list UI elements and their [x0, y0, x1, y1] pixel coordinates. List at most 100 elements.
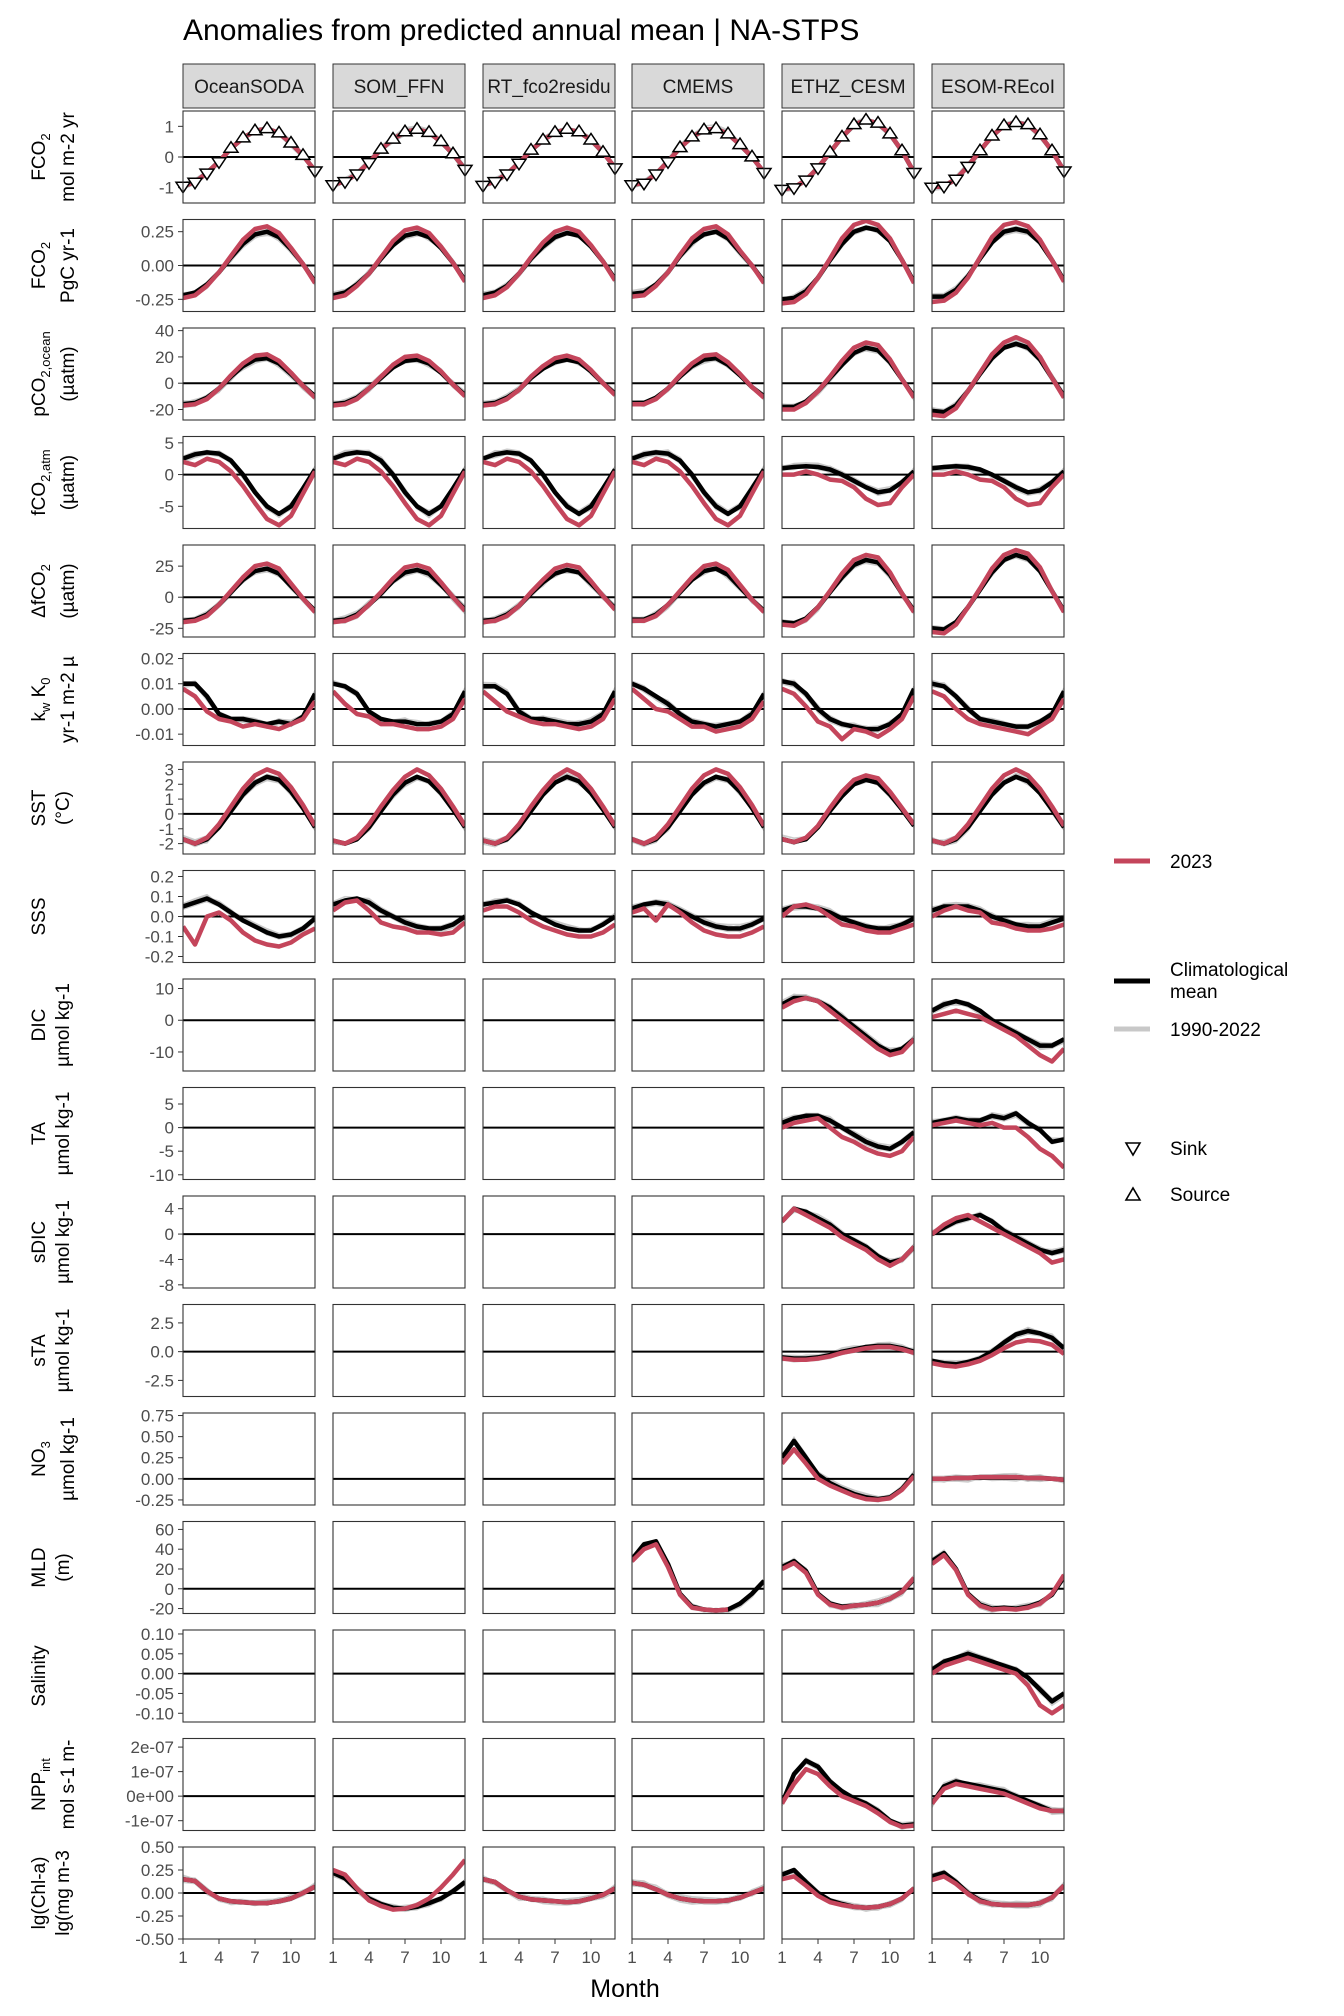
panel-bg	[483, 1087, 615, 1180]
panel-border	[182, 1195, 316, 1289]
y-axis-label-line1: Salinity	[29, 1645, 50, 1707]
panel-dfco2-2	[482, 544, 616, 638]
y-tick-label: 2e-07	[131, 1738, 174, 1757]
y-tick-label: 0	[165, 1225, 174, 1244]
line-2023	[632, 224, 764, 299]
panel-border	[631, 110, 765, 204]
y-axis-label-line2: mol m-2 yr	[58, 111, 79, 201]
panel-content	[782, 1205, 914, 1269]
climatology-line	[183, 896, 315, 939]
y-tick-label: -1	[159, 179, 174, 198]
panel-fco2_atm-0	[182, 435, 316, 530]
y-tick-label: 0.00	[141, 700, 174, 719]
y-tick-label: 1	[165, 117, 174, 136]
legend-2023-label: 2023	[1170, 852, 1212, 873]
panel-border	[482, 652, 616, 747]
panel-sta-1	[332, 1303, 466, 1398]
y-tick-label: 25	[155, 557, 174, 576]
panel-border	[631, 1086, 765, 1181]
panel-kw_k0-3	[631, 652, 765, 747]
y-tick-label: 0.00	[141, 1884, 174, 1903]
y-tick-label: -5	[159, 1142, 174, 1161]
panel-chla-5: 1 4 7 10	[927, 1846, 1065, 1967]
x-tick-label: 4	[663, 1948, 672, 1967]
panel-bg	[333, 1521, 465, 1614]
panel-bg	[333, 1087, 465, 1180]
panel-dfco2-5	[931, 544, 1065, 638]
source-marker	[282, 135, 300, 148]
row-sta: sTA µmol kg-1 -2.5 0.0 2.5	[29, 1303, 1065, 1398]
panel-border	[931, 652, 1065, 747]
y-tick-label: 0.00	[141, 1470, 174, 1489]
panel-npp-1	[332, 1737, 466, 1832]
sink-marker	[498, 169, 516, 182]
x-tick-label: 1	[777, 1948, 786, 1967]
line-2023	[483, 689, 615, 732]
panel-content	[932, 1777, 1064, 1816]
panel-border	[182, 1520, 316, 1615]
x-tick-label: 4	[214, 1948, 223, 1967]
x-tick-label: 4	[514, 1948, 523, 1967]
line-2023	[932, 904, 1064, 933]
source-marker	[683, 129, 701, 142]
panel-border	[332, 218, 466, 313]
y-tick-label: -2	[159, 835, 174, 854]
climatology-line	[632, 900, 764, 931]
source-marker	[1007, 114, 1025, 128]
y-tick-label: 0.1	[150, 888, 174, 907]
panel-sss-5	[931, 869, 1065, 964]
panel-sdic-4	[781, 1195, 915, 1289]
line-2023	[782, 902, 914, 935]
panel-content	[183, 449, 315, 528]
panel-fco2_pg-5	[931, 218, 1065, 313]
panel-content	[782, 1867, 914, 1913]
line-2023	[483, 767, 615, 846]
panel-border	[482, 110, 616, 204]
panel-salinity-4	[781, 1629, 915, 1723]
panel-bg	[483, 545, 615, 637]
panel-kw_k0-1	[332, 652, 466, 747]
panel-content	[932, 1869, 1064, 1909]
facet-label: SOM_FFN	[354, 77, 445, 98]
panel-fco2_atm-2	[482, 435, 616, 530]
legend-sink-label: Sink	[1170, 1139, 1207, 1160]
panel-border	[931, 435, 1065, 530]
facet-label: OceanSODA	[194, 77, 304, 98]
source-marker	[869, 115, 887, 128]
line-2023	[782, 219, 914, 306]
panel-dic-3	[631, 978, 765, 1072]
panel-npp-0	[182, 1737, 316, 1832]
y-tick-label: -10	[149, 1043, 174, 1062]
legend-climatology-line2: mean	[1170, 982, 1218, 1003]
x-tick-label: 10	[1031, 1948, 1050, 1967]
panel-content	[632, 561, 764, 624]
y-tick-label: -25	[149, 619, 174, 638]
y-axis-label: sTA µmol kg-1	[29, 1309, 74, 1393]
y-axis-label-line2: µmol kg-1	[53, 1200, 74, 1284]
panel-border	[182, 218, 316, 313]
y-axis-label: DIC µmol kg-1	[29, 983, 74, 1067]
y-tick-label: -0.2	[145, 948, 174, 967]
row-salinity: Salinity -0.10-0.050.000.050.10	[29, 1625, 1065, 1723]
panel-npp-2	[482, 1737, 616, 1832]
panel-sss-0	[182, 869, 316, 964]
line-2023	[333, 767, 465, 846]
panel-border	[482, 869, 616, 964]
panel-border	[482, 1195, 616, 1289]
panel-border	[931, 1303, 1065, 1398]
y-axis-label-line1: FCO2	[29, 242, 53, 289]
row-chla: lg(Chl-a) lg(mg m-3 -0.50 -0.25 0.00 0.25 0.50…	[29, 1838, 1065, 1967]
line-2023	[183, 224, 315, 301]
panel-kw_k0-5	[931, 652, 1065, 747]
panel-dic-1	[332, 978, 466, 1072]
y-tick-label: 0.25	[141, 223, 174, 242]
panel-bg	[483, 1521, 615, 1614]
legend-history-label: 1990-2022	[1170, 1020, 1261, 1041]
panel-border	[931, 544, 1065, 638]
panel-sdic-3	[631, 1195, 765, 1289]
y-tick-label: 4	[165, 1200, 174, 1219]
y-axis-label: NPPint mol s-1 m-	[29, 1740, 79, 1830]
panel-border	[781, 1846, 915, 1940]
source-marker	[234, 129, 252, 143]
